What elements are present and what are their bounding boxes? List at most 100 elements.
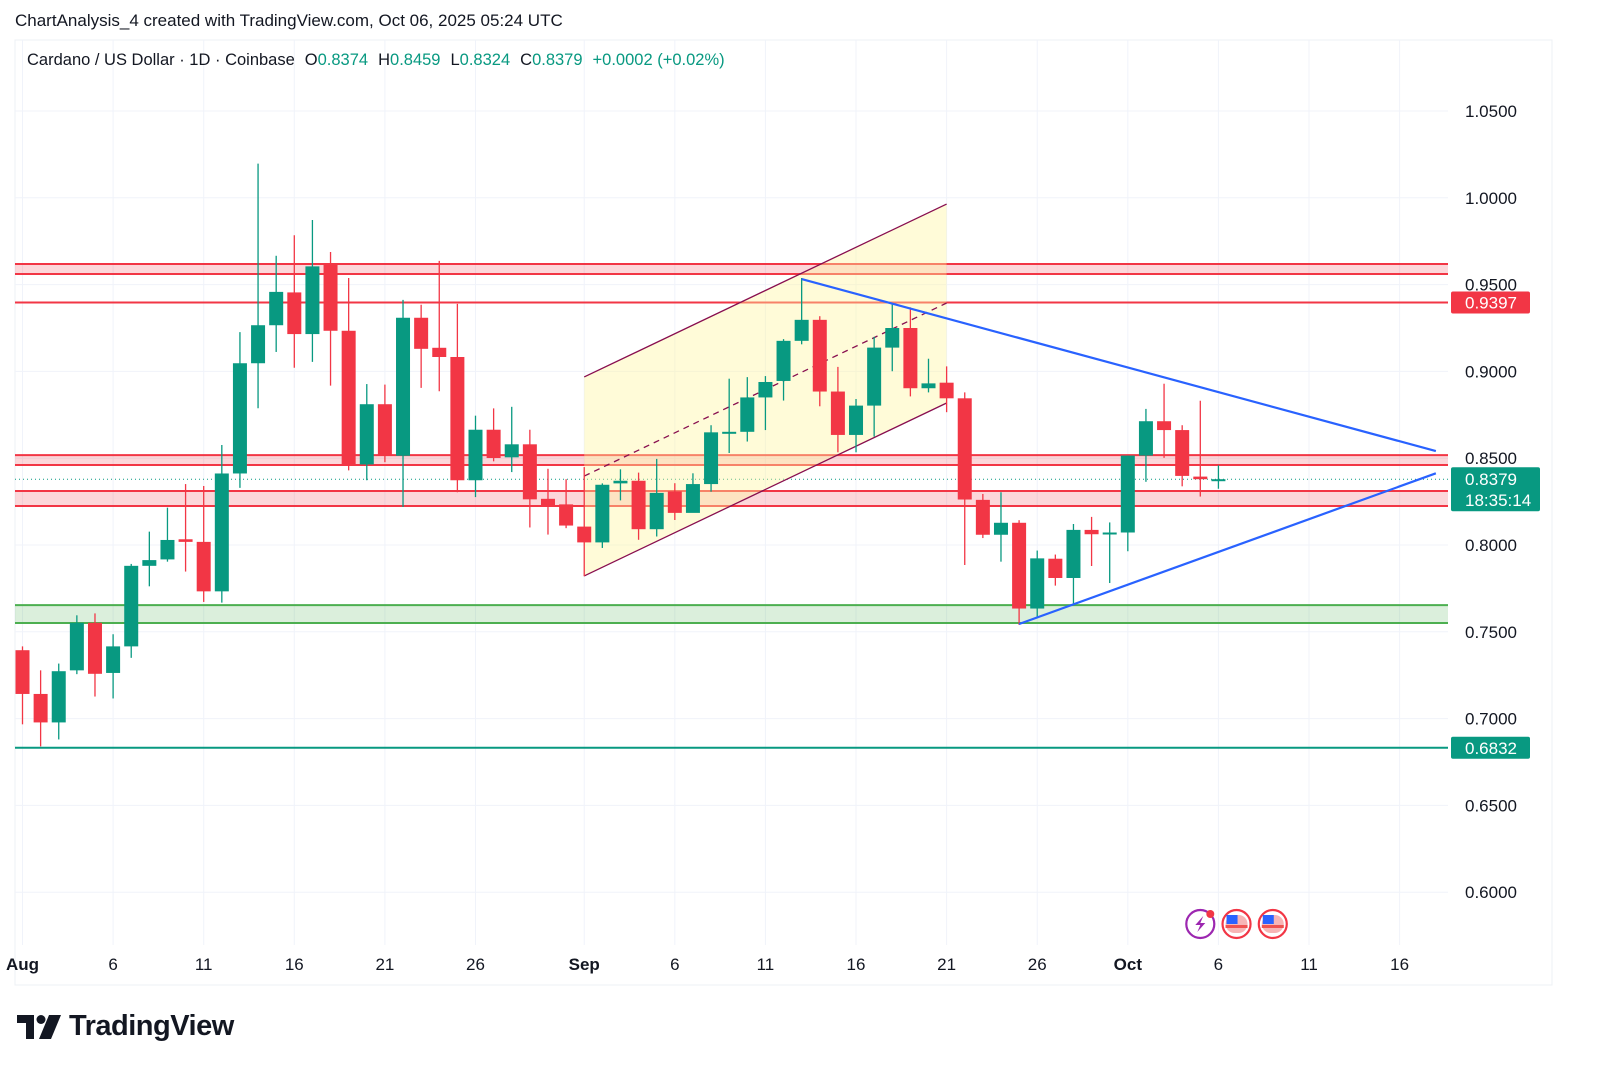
candle-down[interactable] [975, 499, 990, 535]
channel-upper-line[interactable] [583, 203, 947, 378]
candle-up[interactable] [1211, 479, 1226, 482]
y-tick-label: 0.7500 [1465, 623, 1517, 642]
candle-up[interactable] [214, 473, 229, 592]
candle-up[interactable] [305, 266, 320, 335]
change-value: +0.0002 (+0.02%) [592, 51, 725, 69]
candle-down[interactable] [1084, 529, 1099, 535]
candle-down[interactable] [559, 504, 574, 526]
candle-down[interactable] [178, 539, 193, 542]
time-axis: Aug 6 11 16 21 26 Sep 6 11 16 21 26 Oct 6 11 16 [6, 955, 1409, 974]
candle-up[interactable] [1138, 421, 1153, 456]
candle-down[interactable] [450, 356, 465, 481]
channel-lower-line[interactable] [583, 402, 947, 577]
candle-down[interactable] [522, 444, 537, 500]
x-tick-label: 11 [1300, 955, 1318, 974]
x-tick-label: 6 [108, 955, 117, 974]
candle-up[interactable] [251, 325, 266, 364]
candle-down[interactable] [577, 526, 592, 543]
symbol-title[interactable]: Cardano / US Dollar · 1D · Coinbase [27, 51, 295, 69]
low-value: 0.8324 [459, 51, 511, 69]
candle-up[interactable] [685, 484, 700, 513]
candle-up[interactable] [468, 429, 483, 481]
candle-up[interactable] [867, 347, 882, 406]
candle-down[interactable] [939, 382, 954, 399]
candle-up[interactable] [993, 522, 1008, 535]
x-tick-label: 16 [1390, 955, 1409, 974]
candle-up[interactable] [1102, 532, 1117, 535]
candle-down[interactable] [377, 404, 392, 456]
candle-down[interactable] [631, 480, 646, 530]
candle-down[interactable] [903, 328, 918, 389]
candle-up[interactable] [1030, 558, 1045, 609]
candle-up[interactable] [758, 381, 773, 398]
candle-up[interactable] [69, 622, 84, 671]
candle-down[interactable] [540, 498, 555, 507]
y-tick-label: 1.0000 [1465, 189, 1517, 208]
candle-up[interactable] [740, 397, 755, 432]
candle-down[interactable] [341, 330, 356, 465]
x-tick-label: Aug [6, 955, 39, 974]
candle-up[interactable] [849, 405, 864, 435]
candle-down[interactable] [1048, 558, 1063, 578]
candle-down[interactable] [432, 347, 447, 357]
x-tick-label: 11 [757, 955, 775, 974]
candle-up[interactable] [51, 671, 66, 723]
candle-down[interactable] [15, 650, 30, 694]
flag-canton [1262, 915, 1274, 924]
x-tick-label: 26 [466, 955, 485, 974]
triangle-lower-trendline[interactable] [1018, 472, 1437, 626]
low-label: L [450, 51, 460, 69]
candle-down[interactable] [287, 292, 302, 335]
candle-up[interactable] [704, 432, 719, 485]
resistance-zone [15, 491, 1448, 506]
candle-down[interactable] [1012, 522, 1027, 609]
candle-down[interactable] [1193, 476, 1208, 480]
y-tick-label: 0.9500 [1465, 276, 1517, 295]
candle-up[interactable] [106, 646, 121, 673]
candle-up[interactable] [649, 492, 664, 530]
candle-up[interactable] [396, 317, 411, 456]
candle-down[interactable] [486, 429, 501, 459]
candle-up[interactable] [722, 431, 737, 434]
candle-up[interactable] [921, 383, 936, 389]
candle-up[interactable] [124, 565, 139, 647]
candle-down[interactable] [1157, 421, 1172, 431]
candle-up[interactable] [359, 404, 374, 465]
candle-up[interactable] [776, 340, 791, 381]
candle-up[interactable] [1120, 455, 1135, 533]
candle-up[interactable] [142, 560, 157, 566]
candle-down[interactable] [667, 491, 682, 513]
last-price-tag [1451, 467, 1540, 512]
candle-up[interactable] [160, 539, 175, 560]
candle-down[interactable] [957, 398, 972, 500]
notification-dot [1206, 910, 1215, 918]
y-tick-label: 0.7000 [1465, 710, 1517, 729]
candle-down[interactable] [323, 264, 338, 331]
candle-down[interactable] [33, 693, 48, 723]
candle-down[interactable] [414, 317, 429, 349]
candle-up[interactable] [794, 319, 809, 341]
candle-up[interactable] [595, 484, 610, 543]
triangle-upper-trendline[interactable] [801, 277, 1437, 453]
flag-canton [1226, 915, 1238, 924]
candle-up[interactable] [885, 328, 900, 348]
x-tick-label: 26 [1028, 955, 1047, 974]
candle-down[interactable] [830, 391, 845, 435]
x-tick-label: Sep [569, 955, 600, 974]
candle-down[interactable] [812, 319, 827, 392]
candle-up[interactable] [613, 480, 628, 484]
candle-down[interactable] [1175, 430, 1190, 476]
events [1185, 908, 1288, 940]
support-zone [15, 605, 1448, 623]
candle-down[interactable] [196, 541, 211, 592]
candle-down[interactable] [87, 622, 102, 674]
candle-up[interactable] [1066, 529, 1081, 578]
level-price-tag [1451, 736, 1530, 759]
candle-up[interactable] [232, 363, 247, 474]
price-axis: 1.0500 1.0000 0.9500 0.9000 0.8500 0.8000 0.75… [1451, 102, 1540, 902]
candle-up[interactable] [504, 444, 519, 458]
symbol-legend: Cardano / US Dollar · 1D · Coinbase O0.83… [27, 51, 735, 70]
candle-up[interactable] [269, 291, 284, 326]
tradingview-logo[interactable]: TradingView [17, 1010, 234, 1043]
